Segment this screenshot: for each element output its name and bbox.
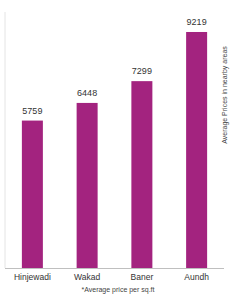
data-label: 6448: [77, 88, 97, 98]
bar: [186, 32, 207, 268]
category-label: Aundh: [184, 272, 209, 282]
y-axis-label: Average Prices in nearby areas: [221, 46, 229, 144]
data-label: 5759: [22, 106, 42, 116]
data-label: 9219: [187, 17, 207, 27]
bar: [131, 81, 152, 268]
bar: [22, 121, 43, 268]
bars: [22, 32, 207, 268]
category-label: Baner: [131, 272, 154, 282]
bar: [77, 103, 98, 268]
y-axis-line: [5, 12, 6, 268]
data-label: 7299: [132, 66, 152, 76]
chart-container: 5759 Hinjewadi 6448 Wakad 7299 Baner 9219 Aundh…: [0, 0, 231, 304]
category-label: Wakad: [74, 272, 100, 282]
baseline: [5, 268, 224, 269]
footnote: *Average price per sq.ft: [81, 286, 154, 294]
chart-svg: 5759 Hinjewadi 6448 Wakad 7299 Baner 9219 Aundh…: [0, 0, 231, 304]
category-label: Hinjewadi: [14, 272, 51, 282]
